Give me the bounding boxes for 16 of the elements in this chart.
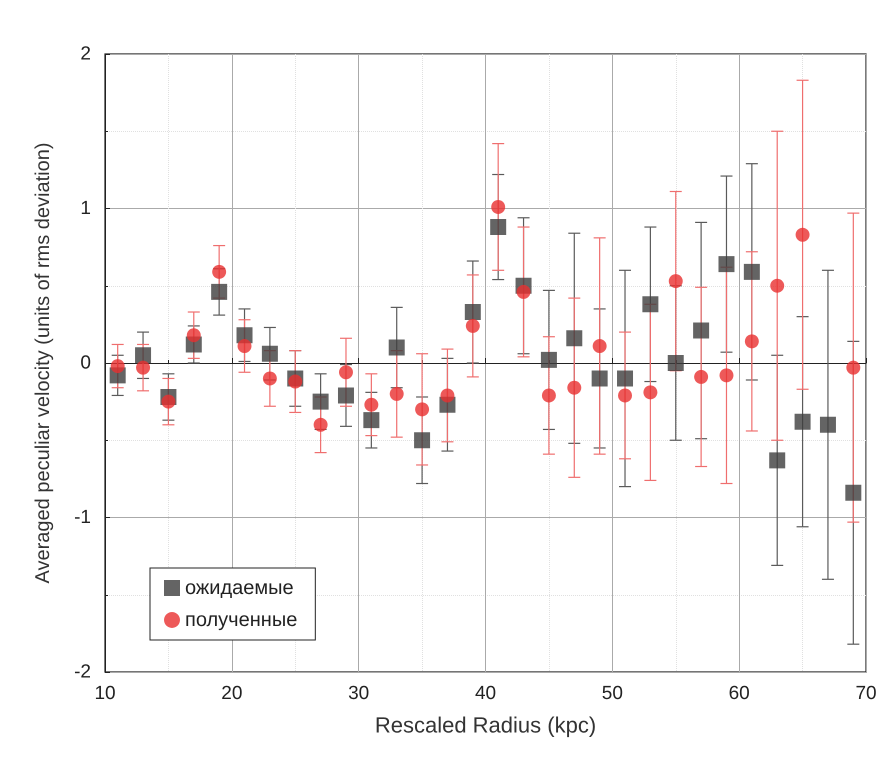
x-tick-label: 20: [221, 683, 242, 704]
y-tick-label: 0: [80, 352, 91, 374]
legend-label: полученные: [185, 609, 298, 631]
x-tick-label: 60: [728, 683, 750, 704]
x-tick-label: 30: [348, 683, 370, 704]
x-tick-label: 10: [94, 683, 116, 704]
legend-label: ожидаемые: [185, 577, 294, 599]
y-tick-label: -1: [74, 507, 91, 528]
x-tick-label: 70: [855, 683, 877, 704]
y-tick-label: -2: [74, 662, 91, 682]
y-tick-label: 2: [80, 44, 91, 64]
x-tick-label: 50: [602, 683, 623, 704]
x-tick-label: 40: [474, 683, 496, 704]
x-axis-title: Rescaled Radius (kpc): [374, 712, 596, 738]
y-tick-label: 1: [80, 198, 91, 219]
y-axis-title: Averaged peculiar velocity (units of rms deviation): [32, 142, 54, 584]
